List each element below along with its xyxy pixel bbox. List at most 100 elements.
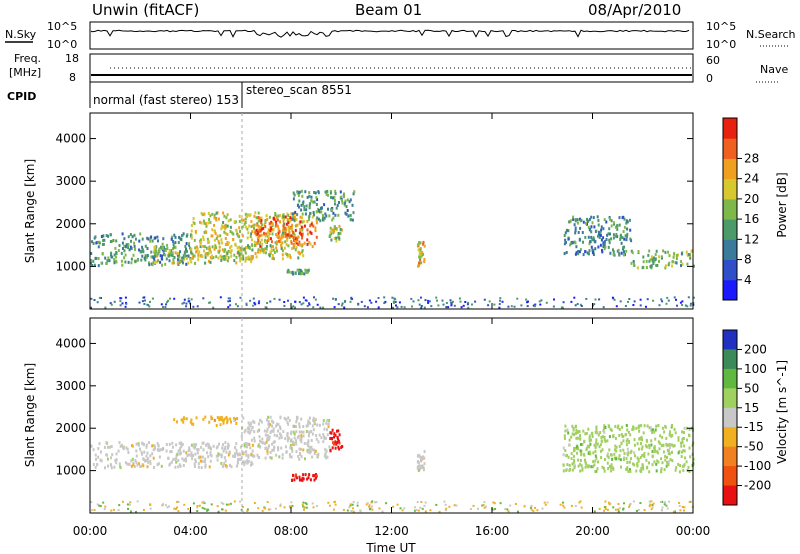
echo-cell — [396, 306, 399, 309]
echo-cell — [199, 254, 202, 258]
echo-cell — [595, 426, 598, 430]
echo-cell — [656, 450, 659, 454]
echo-cell — [100, 459, 103, 463]
echo-cell — [165, 303, 167, 306]
echo-cell — [677, 436, 680, 440]
echo-cell — [190, 251, 193, 255]
echo-cell — [97, 264, 100, 268]
echo-cell — [573, 466, 576, 470]
echo-cell — [675, 466, 678, 470]
echo-cell — [317, 190, 320, 194]
echo-cell — [462, 304, 465, 307]
echo-cell — [664, 458, 667, 462]
echo-cell — [171, 261, 174, 265]
echo-cell — [191, 457, 194, 461]
echo-cell — [187, 297, 190, 300]
echo-cell — [607, 424, 610, 428]
echo-cell — [104, 505, 107, 508]
echo-cell — [332, 211, 335, 215]
echo-cell — [570, 504, 573, 507]
echo-cell — [167, 299, 170, 302]
echo-cell — [573, 449, 575, 453]
echo-cell — [202, 238, 205, 242]
echo-cell — [666, 296, 669, 299]
echo-cell — [568, 443, 570, 447]
echo-cell — [625, 467, 628, 471]
beam-label: Beam 01 — [355, 1, 422, 19]
echo-cell — [143, 303, 146, 305]
echo-cell — [223, 456, 226, 460]
echo-cell — [149, 454, 152, 458]
echo-cell — [188, 300, 191, 303]
x-tick-label: 20:00 — [575, 524, 610, 538]
echo-cell — [624, 253, 626, 257]
echo-cell — [267, 508, 270, 511]
echo-cell — [282, 228, 285, 232]
echo-cell — [675, 261, 678, 265]
echo-cell — [477, 507, 479, 510]
echo-cell — [641, 445, 644, 449]
echo-cell — [627, 430, 630, 434]
echo-cell — [282, 215, 285, 219]
echo-cell — [271, 254, 274, 257]
echo-cell — [205, 230, 208, 234]
echo-cell — [146, 465, 149, 469]
echo-cell — [125, 461, 127, 465]
echo-cell — [612, 250, 615, 254]
echo-cell — [368, 299, 371, 302]
echo-cell — [322, 419, 325, 423]
echo-cell — [584, 460, 587, 464]
echo-cell — [609, 232, 611, 236]
echo-cell — [285, 222, 288, 226]
cpid-segment-2: stereo_scan 8551 — [246, 83, 352, 97]
echo-cell — [348, 506, 351, 509]
echo-cell — [242, 218, 245, 222]
echo-cell — [235, 442, 238, 446]
echo-cell — [166, 247, 169, 251]
echo-cell — [274, 218, 277, 222]
echo-cell — [636, 442, 639, 446]
echo-cell — [618, 434, 621, 437]
echo-cell — [273, 433, 276, 437]
echo-cell — [302, 425, 305, 428]
echo-cell — [154, 236, 157, 240]
echo-cell — [266, 501, 269, 503]
echo-cell — [605, 220, 608, 224]
echo-cell — [202, 297, 205, 300]
echo-cell — [562, 446, 565, 450]
echo-cell — [164, 248, 167, 252]
echo-cell — [186, 454, 189, 457]
echo-cell — [579, 248, 582, 251]
echo-cell — [290, 234, 293, 238]
y-tick-label: 3000 — [55, 379, 86, 393]
echo-cell — [300, 417, 303, 421]
echo-cell — [272, 248, 275, 252]
echo-cell — [333, 199, 336, 202]
echo-cell — [121, 232, 124, 236]
echo-cell — [639, 469, 642, 473]
echo-cell — [326, 433, 329, 437]
echo-cell — [664, 501, 666, 504]
echo-cell — [481, 504, 484, 507]
echo-cell — [418, 454, 421, 458]
echo-cell — [255, 255, 258, 259]
echo-cell — [584, 235, 587, 239]
echo-cell — [649, 258, 652, 262]
echo-cell — [629, 237, 632, 241]
echo-cell — [187, 508, 190, 510]
echo-cell — [305, 271, 308, 274]
echo-cell — [153, 445, 156, 449]
echo-cell — [545, 301, 548, 304]
echo-cell — [612, 236, 615, 240]
echo-cell — [190, 443, 193, 447]
echo-cell — [209, 459, 212, 463]
echo-cell — [560, 306, 563, 309]
echo-cell — [679, 509, 682, 512]
echo-cell — [678, 504, 681, 507]
echo-cell — [483, 506, 486, 509]
echo-cell — [303, 241, 306, 245]
echo-cell — [588, 242, 591, 246]
echo-cell — [383, 302, 386, 304]
echo-cell — [306, 219, 309, 223]
colorbar-tick-label: 50 — [744, 381, 759, 395]
